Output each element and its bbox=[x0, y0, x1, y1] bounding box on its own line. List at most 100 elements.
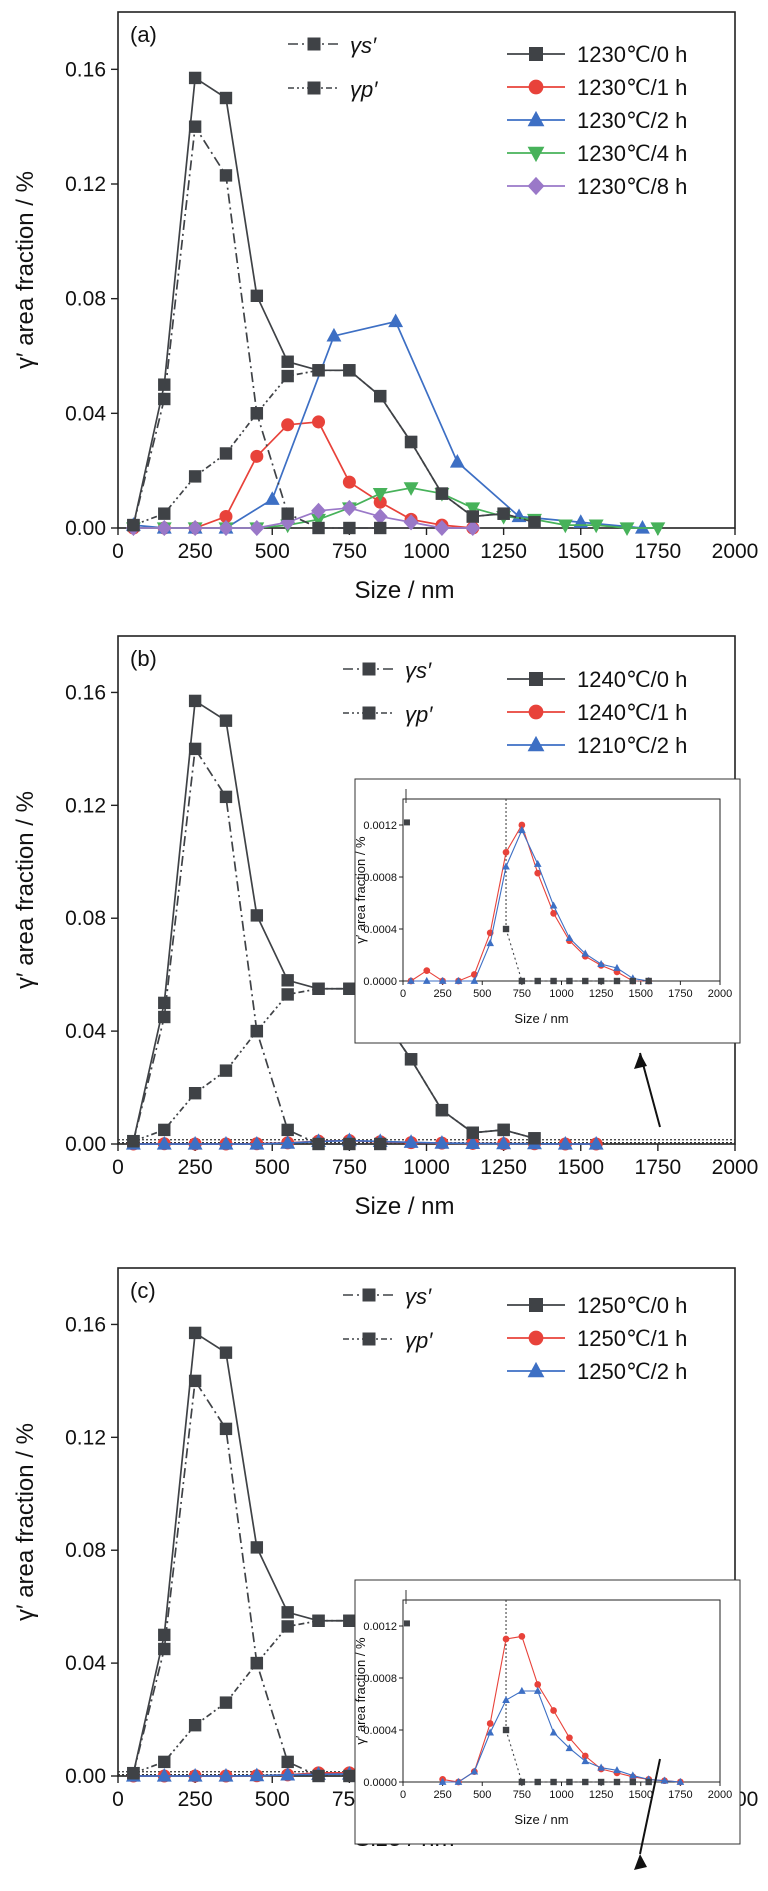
inset-y-tick-label: 0.0008 bbox=[363, 872, 397, 884]
data-point bbox=[557, 519, 573, 534]
inset-x-tick-label: 1250 bbox=[589, 1789, 613, 1801]
data-point bbox=[566, 1778, 573, 1786]
data-point bbox=[187, 1135, 203, 1150]
data-point bbox=[342, 475, 356, 489]
data-point bbox=[588, 519, 604, 534]
gamma-legend-label: γp′ bbox=[405, 1328, 433, 1353]
data-point bbox=[343, 1137, 356, 1151]
x-tick-label: 250 bbox=[178, 1156, 213, 1179]
x-tick-label: 0 bbox=[112, 540, 124, 563]
inset-x-tick-label: 1750 bbox=[668, 988, 692, 1000]
data-point bbox=[497, 1123, 510, 1137]
data-point bbox=[156, 519, 172, 537]
data-point bbox=[188, 1087, 202, 1100]
data-point bbox=[219, 714, 233, 727]
data-point bbox=[188, 742, 202, 756]
x-tick-label: 1750 bbox=[635, 540, 682, 563]
data-point bbox=[250, 407, 264, 420]
inset-x-tick-label: 250 bbox=[433, 1789, 451, 1801]
legend-entry: 1240℃/1 h bbox=[507, 700, 687, 725]
data-point bbox=[486, 1728, 495, 1736]
data-point bbox=[281, 1606, 294, 1619]
y-tick-label: 0.16 bbox=[65, 58, 106, 81]
data-point bbox=[582, 1778, 589, 1786]
data-point bbox=[188, 1719, 202, 1732]
legend-entry: 1210℃/2 h bbox=[507, 733, 687, 758]
x-tick-label: 750 bbox=[332, 1156, 367, 1179]
data-point bbox=[218, 519, 234, 537]
y-axis-label: γ′ area fraction / % bbox=[12, 1423, 39, 1621]
data-point bbox=[502, 862, 510, 870]
data-point bbox=[454, 1777, 463, 1785]
data-point bbox=[188, 1374, 202, 1388]
legend-label: 1250℃/0 h bbox=[577, 1293, 687, 1318]
data-point bbox=[343, 982, 356, 995]
x-axis-label: Size / nm bbox=[354, 1193, 454, 1220]
legend-marker bbox=[527, 110, 545, 127]
x-tick-label: 2000 bbox=[712, 1156, 759, 1179]
y-tick-label: 0.12 bbox=[65, 1426, 106, 1449]
data-point bbox=[534, 869, 542, 877]
legend-marker bbox=[528, 1330, 544, 1346]
inset-y-tick-label: 0.0012 bbox=[363, 1621, 397, 1633]
inset-x-tick-label: 500 bbox=[473, 988, 491, 1000]
data-point bbox=[619, 522, 635, 537]
inset-series-gs bbox=[502, 1726, 652, 1786]
data-point bbox=[250, 289, 264, 302]
data-point bbox=[465, 502, 481, 516]
inset-y-tick-label: 0.0004 bbox=[363, 924, 397, 936]
data-point bbox=[588, 1135, 604, 1150]
inset-x-tick-label: 2000 bbox=[708, 1789, 732, 1801]
data-point bbox=[613, 963, 621, 971]
x-tick-label: 0 bbox=[112, 1788, 124, 1811]
data-point bbox=[281, 355, 294, 368]
data-point bbox=[281, 507, 294, 520]
legend-marker bbox=[528, 704, 544, 720]
data-point bbox=[156, 1767, 172, 1782]
legend-marker bbox=[362, 1288, 376, 1302]
legend-entry: 1250℃/1 h bbox=[507, 1326, 687, 1351]
zoom-arrow bbox=[639, 1758, 661, 1855]
data-point bbox=[281, 418, 295, 432]
data-point bbox=[404, 435, 418, 449]
x-tick-label: 1000 bbox=[403, 1156, 450, 1179]
data-point bbox=[466, 510, 479, 523]
data-point bbox=[486, 1720, 494, 1727]
data-point bbox=[127, 1134, 140, 1148]
series-1230℃/0 h bbox=[127, 71, 541, 532]
data-point bbox=[219, 1346, 233, 1359]
legend-entry: 1230℃/8 h bbox=[507, 174, 687, 199]
data-point bbox=[438, 976, 447, 984]
data-point bbox=[486, 939, 495, 947]
legend-entry: 1230℃/0 h bbox=[507, 42, 687, 67]
data-point bbox=[565, 1744, 574, 1752]
data-point bbox=[449, 454, 465, 468]
data-point bbox=[597, 959, 605, 967]
data-point bbox=[219, 510, 233, 524]
inset-x-tick-label: 750 bbox=[513, 1789, 531, 1801]
data-point bbox=[533, 859, 542, 867]
data-point bbox=[249, 1135, 265, 1150]
data-point bbox=[550, 977, 557, 985]
legend-label: 1210℃/2 h bbox=[577, 733, 687, 758]
data-point bbox=[280, 1766, 296, 1781]
inset-x-tick-label: 1500 bbox=[629, 988, 653, 1000]
data-point bbox=[434, 1135, 450, 1149]
data-point bbox=[470, 976, 479, 984]
data-point bbox=[403, 1620, 410, 1627]
series-γs′ bbox=[127, 120, 387, 535]
data-point bbox=[628, 1771, 637, 1779]
data-point bbox=[465, 1135, 481, 1150]
chart-panel-2: 0 250 500 750 1000 1250 1500 1750 2000 0.00 0.04 0.… bbox=[12, 1267, 758, 1870]
data-point bbox=[326, 327, 342, 342]
data-point bbox=[219, 1696, 233, 1709]
inset-x-tick-label: 0 bbox=[400, 1789, 406, 1801]
gamma-legend-entry: γp′ bbox=[343, 702, 433, 727]
data-point bbox=[550, 910, 557, 917]
series-γp′ bbox=[127, 982, 541, 1148]
inset-border bbox=[354, 778, 741, 1044]
x-tick-label: 250 bbox=[178, 540, 213, 563]
inset-x-tick-label: 1500 bbox=[629, 1789, 653, 1801]
y-tick-label: 0.00 bbox=[65, 517, 106, 540]
data-point bbox=[218, 1767, 234, 1782]
